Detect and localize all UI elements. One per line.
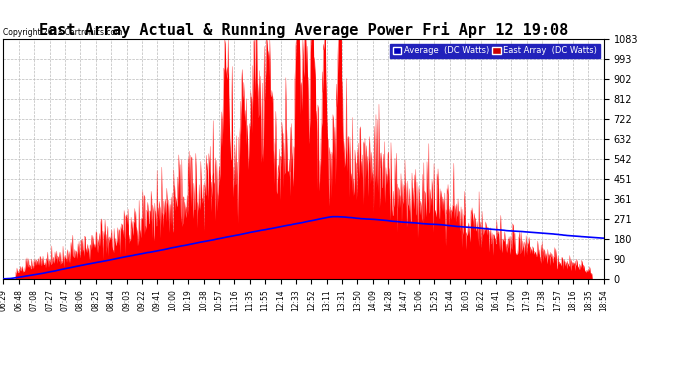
Title: East Array Actual & Running Average Power Fri Apr 12 19:08: East Array Actual & Running Average Powe… [39,22,569,38]
Text: Copyright 2013 Cartronics.com: Copyright 2013 Cartronics.com [3,28,123,37]
Legend: Average  (DC Watts), East Array  (DC Watts): Average (DC Watts), East Array (DC Watts… [391,44,600,57]
